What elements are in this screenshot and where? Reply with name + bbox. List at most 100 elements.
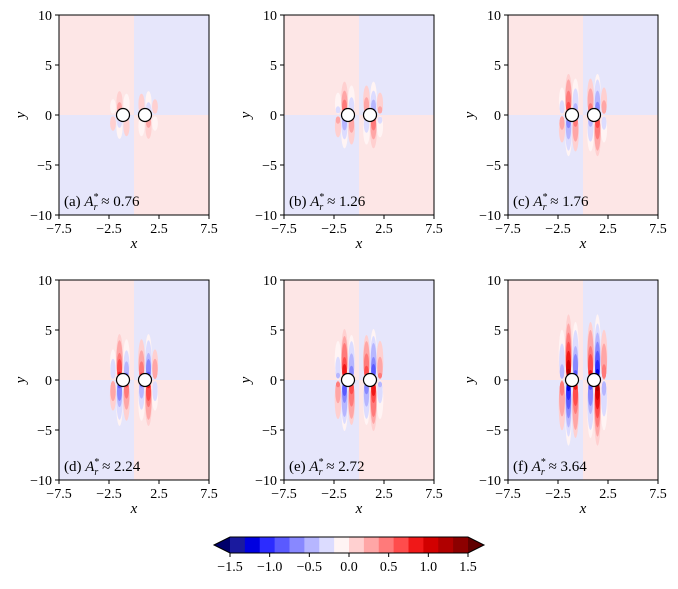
x-tick-label: 7.5 xyxy=(200,222,218,237)
panel-d: −7.5 −2.5 2.5 7.5 10 5 0 −5 −10 x y (d) A* r ≈ 2.24 xyxy=(13,274,218,517)
x-tick-label: 2.5 xyxy=(150,487,168,502)
x-tick-label: −2.5 xyxy=(545,222,570,237)
panel-e: −7.5 −2.5 2.5 7.5 10 5 0 −5 −10 x y (e) A* r ≈ 2.72 xyxy=(238,274,443,517)
contour-lobe xyxy=(152,116,158,120)
colorbar-tick-label: 1.0 xyxy=(420,560,438,575)
panel-label: (a) A* r ≈ 0.76 xyxy=(64,192,140,213)
colorbar-segment xyxy=(408,537,424,553)
quadrant-top-left xyxy=(59,15,134,115)
x-tick-label: 7.5 xyxy=(649,487,667,502)
x-tick-label: 7.5 xyxy=(425,487,443,502)
contour-lobe xyxy=(152,381,158,387)
x-tick-label: −7.5 xyxy=(46,222,71,237)
quadrant-top-left xyxy=(59,280,134,380)
colorbar-segment xyxy=(334,537,350,553)
quadrant-bottom-right xyxy=(134,115,209,215)
panel-f: −7.5 −2.5 2.5 7.5 10 5 0 −5 −10 x y (f) A* r ≈ 3.64 xyxy=(462,274,667,517)
y-tick-label: 0 xyxy=(494,374,501,389)
contour-lobe xyxy=(377,372,383,379)
colorbar-tick-label: 1.5 xyxy=(459,560,477,575)
body-circle xyxy=(362,372,378,388)
x-tick-label: 2.5 xyxy=(150,222,168,237)
y-tick-label: −10 xyxy=(255,209,277,224)
y-tick-label: 5 xyxy=(45,324,52,339)
colorbar-tick-label: −1.0 xyxy=(257,560,282,575)
quadrant-bottom-right xyxy=(359,380,434,480)
contour-lobe xyxy=(110,381,116,387)
colorbar-segment xyxy=(289,537,305,553)
contour-lobe xyxy=(110,110,116,114)
contour-lobe xyxy=(335,372,341,379)
y-tick-label: −5 xyxy=(37,424,52,439)
body-circle xyxy=(362,107,378,123)
body-circle xyxy=(340,372,356,388)
quadrant-top-right xyxy=(583,280,658,380)
body-circle xyxy=(340,107,356,123)
colorbar-segment xyxy=(378,537,395,553)
y-tick-label: 5 xyxy=(45,59,52,74)
x-tick-label: −7.5 xyxy=(271,222,296,237)
y-axis-label: y xyxy=(238,376,254,385)
y-tick-label: 5 xyxy=(494,324,501,339)
contour-lobe xyxy=(559,108,565,114)
y-tick-label: 5 xyxy=(494,59,501,74)
colorbar-segment xyxy=(349,537,365,553)
x-axis-label: x xyxy=(579,236,587,252)
body-circle xyxy=(564,107,580,123)
panel-b: −7.5 −2.5 2.5 7.5 10 5 0 −5 −10 x y (b) A* r ≈ 1.26 xyxy=(238,9,443,252)
y-tick-label: −5 xyxy=(262,159,277,174)
panel-label: (e) A* r ≈ 2.72 xyxy=(289,457,364,478)
quadrant-bottom-right xyxy=(134,380,209,480)
colorbar-tick-label: 0.5 xyxy=(380,560,398,575)
y-tick-label: 5 xyxy=(270,59,277,74)
colorbar-tick-label: −1.5 xyxy=(217,560,242,575)
y-tick-label: −5 xyxy=(37,159,52,174)
contour-lobe xyxy=(335,109,341,114)
y-tick-label: 10 xyxy=(38,274,52,289)
contour-lobe xyxy=(601,371,607,379)
colorbar-segment xyxy=(423,537,439,553)
panel-label: (f) A* r ≈ 3.64 xyxy=(513,457,587,478)
contour-lobe xyxy=(377,109,383,114)
panel-label: (c) A* r ≈ 1.76 xyxy=(513,192,589,213)
body-circle xyxy=(586,372,602,388)
y-tick-label: −10 xyxy=(255,474,277,489)
y-tick-label: −10 xyxy=(30,209,52,224)
contour-lobe xyxy=(152,373,158,379)
contour-lobe xyxy=(377,381,383,388)
y-tick-label: 0 xyxy=(270,109,277,124)
colorbar-segment xyxy=(274,537,290,553)
x-tick-label: −2.5 xyxy=(96,222,121,237)
x-axis-label: x xyxy=(355,236,363,252)
x-tick-label: −2.5 xyxy=(96,487,121,502)
x-tick-label: 7.5 xyxy=(425,222,443,237)
colorbar-segment xyxy=(259,537,276,553)
y-axis-label: y xyxy=(13,376,29,385)
colorbar: −1.5 −1.0 −0.5 0.0 0.5 1.0 1.5 xyxy=(212,536,486,575)
contour-lobe xyxy=(110,116,116,120)
y-tick-label: −10 xyxy=(479,209,501,224)
quadrant-top-left xyxy=(508,15,583,115)
contour-lobe xyxy=(601,381,607,389)
colorbar-segment xyxy=(438,537,454,553)
y-axis-label: y xyxy=(462,376,478,385)
y-axis-label: y xyxy=(462,111,478,120)
contour-lobe xyxy=(335,116,341,121)
x-tick-label: 2.5 xyxy=(599,222,617,237)
y-tick-label: −5 xyxy=(486,159,501,174)
colorbar-extend-min xyxy=(214,537,230,553)
panel-c: −7.5 −2.5 2.5 7.5 10 5 0 −5 −10 x y (c) A* r ≈ 1.76 xyxy=(462,9,667,252)
x-tick-label: 7.5 xyxy=(200,487,218,502)
panel-label: (d) A* r ≈ 2.24 xyxy=(64,457,141,478)
y-tick-label: 0 xyxy=(494,109,501,124)
quadrant-bottom-right xyxy=(583,380,658,480)
quadrant-top-right xyxy=(134,15,209,115)
x-axis-label: x xyxy=(579,501,587,517)
y-tick-label: 10 xyxy=(487,274,501,289)
y-tick-label: −10 xyxy=(479,474,501,489)
x-tick-label: −7.5 xyxy=(495,222,520,237)
y-tick-label: 10 xyxy=(38,9,52,24)
body-circle xyxy=(115,107,131,123)
y-tick-label: 10 xyxy=(263,274,277,289)
colorbar-extend-max xyxy=(468,537,484,553)
